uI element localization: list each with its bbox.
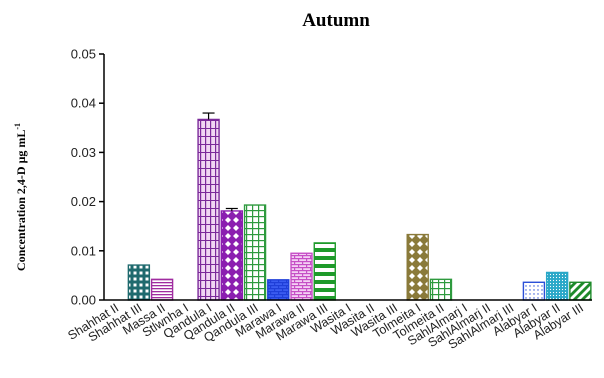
y-tick-label: 0.02 bbox=[71, 194, 96, 209]
y-tick-label: 0.05 bbox=[71, 47, 96, 62]
y-tick-label: 0.04 bbox=[71, 96, 96, 111]
y-tick-label: 0.00 bbox=[71, 293, 96, 308]
bar bbox=[313, 242, 336, 301]
bar bbox=[406, 233, 429, 301]
bar bbox=[150, 278, 174, 301]
bar bbox=[429, 278, 453, 301]
y-axis: 0.00 0.01 0.02 0.03 0.04 0.05 bbox=[71, 47, 105, 308]
error-bar bbox=[202, 112, 215, 120]
y-axis-label: Concentration 2,4-D μg mL-1 bbox=[13, 123, 28, 271]
y-tick-label: 0.01 bbox=[71, 243, 96, 258]
bar bbox=[220, 210, 244, 301]
bar bbox=[290, 252, 313, 301]
bar bbox=[545, 271, 569, 301]
bar bbox=[243, 204, 267, 301]
bars-group bbox=[127, 112, 592, 301]
chart-title: Autumn bbox=[302, 10, 370, 31]
bar bbox=[267, 279, 290, 301]
y-tick-label: 0.03 bbox=[71, 145, 96, 160]
bar bbox=[127, 264, 151, 301]
error-bar bbox=[225, 207, 238, 211]
bar bbox=[522, 281, 546, 301]
bar bbox=[197, 118, 220, 301]
bar bbox=[569, 281, 592, 301]
